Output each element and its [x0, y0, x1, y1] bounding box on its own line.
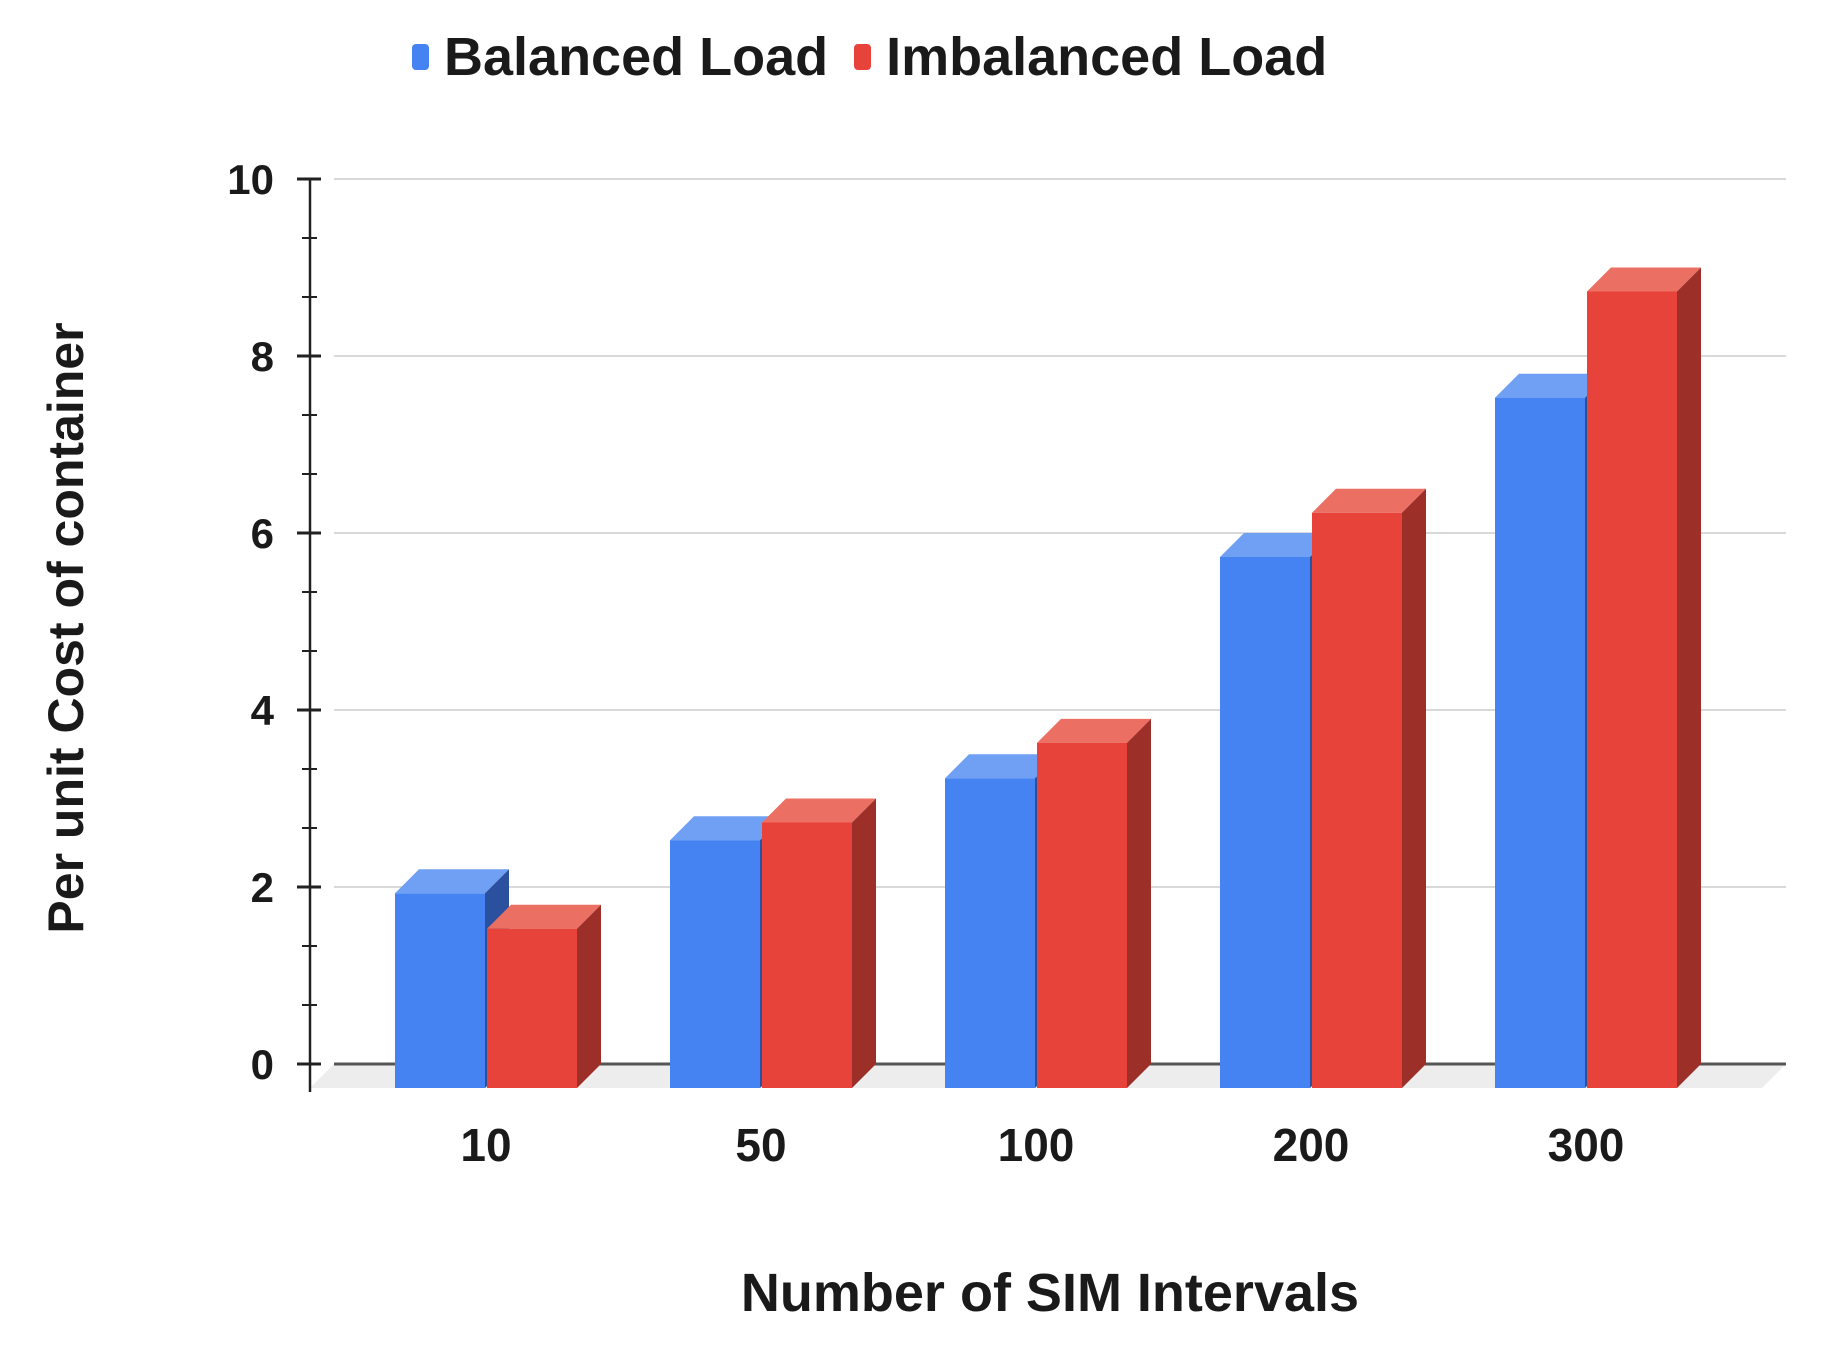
bar-balanced-load-50: [670, 840, 760, 1088]
y-tick-label: 2: [251, 864, 274, 911]
bar-top-imbalanced-load-100: [1037, 718, 1151, 743]
x-tick-label: 50: [735, 1119, 786, 1171]
bar-balanced-load-10: [395, 893, 485, 1088]
legend-item-imbalanced-load: Imbalanced Load: [854, 30, 1327, 84]
x-tick-label: 100: [998, 1119, 1075, 1171]
legend-label-balanced: Balanced Load: [444, 27, 829, 87]
y-tick-label: 8: [251, 333, 274, 380]
bar-top-balanced-load-300: [1495, 373, 1609, 398]
legend-swatch-balanced-icon: [412, 44, 429, 70]
y-tick-label: 10: [227, 156, 274, 203]
bar-top-imbalanced-load-200: [1312, 488, 1426, 513]
bar-side-imbalanced-load-300: [1677, 267, 1701, 1088]
bar-top-balanced-load-10: [395, 869, 509, 894]
bar-imbalanced-load-200: [1312, 512, 1402, 1088]
legend-label-imbalanced: Imbalanced Load: [886, 27, 1328, 87]
legend: Balanced Load Imbalanced Load: [412, 30, 1327, 84]
x-tick-label: 10: [460, 1119, 511, 1171]
bar-imbalanced-load-10: [487, 928, 577, 1088]
legend-swatch-imbalanced-icon: [854, 44, 872, 70]
y-tick-label: 0: [251, 1041, 274, 1088]
bar-side-imbalanced-load-200: [1402, 488, 1426, 1088]
bar-side-imbalanced-load-10: [577, 904, 601, 1088]
bar-top-balanced-load-100: [945, 754, 1059, 779]
y-tick-label: 6: [251, 510, 274, 557]
bar-side-imbalanced-load-50: [852, 798, 876, 1088]
bar-top-balanced-load-50: [670, 816, 784, 841]
bar-balanced-load-100: [945, 778, 1035, 1088]
legend-item-balanced-load: Balanced Load: [412, 30, 828, 84]
bar-side-imbalanced-load-100: [1127, 718, 1151, 1088]
bar-imbalanced-load-300: [1587, 291, 1677, 1088]
bar-imbalanced-load-100: [1037, 742, 1127, 1088]
x-tick-label: 200: [1273, 1119, 1350, 1171]
bar-top-imbalanced-load-50: [762, 798, 876, 823]
y-tick-label: 4: [251, 687, 275, 734]
bar-top-imbalanced-load-10: [487, 904, 601, 929]
bar-imbalanced-load-50: [762, 822, 852, 1088]
x-tick-label: 300: [1548, 1119, 1625, 1171]
bar-top-balanced-load-200: [1220, 533, 1334, 557]
bar-balanced-load-200: [1220, 557, 1310, 1088]
bar-balanced-load-300: [1495, 397, 1585, 1088]
bar-top-imbalanced-load-300: [1587, 267, 1701, 292]
x-axis-title: Number of SIM Intervals: [740, 1263, 1360, 1323]
